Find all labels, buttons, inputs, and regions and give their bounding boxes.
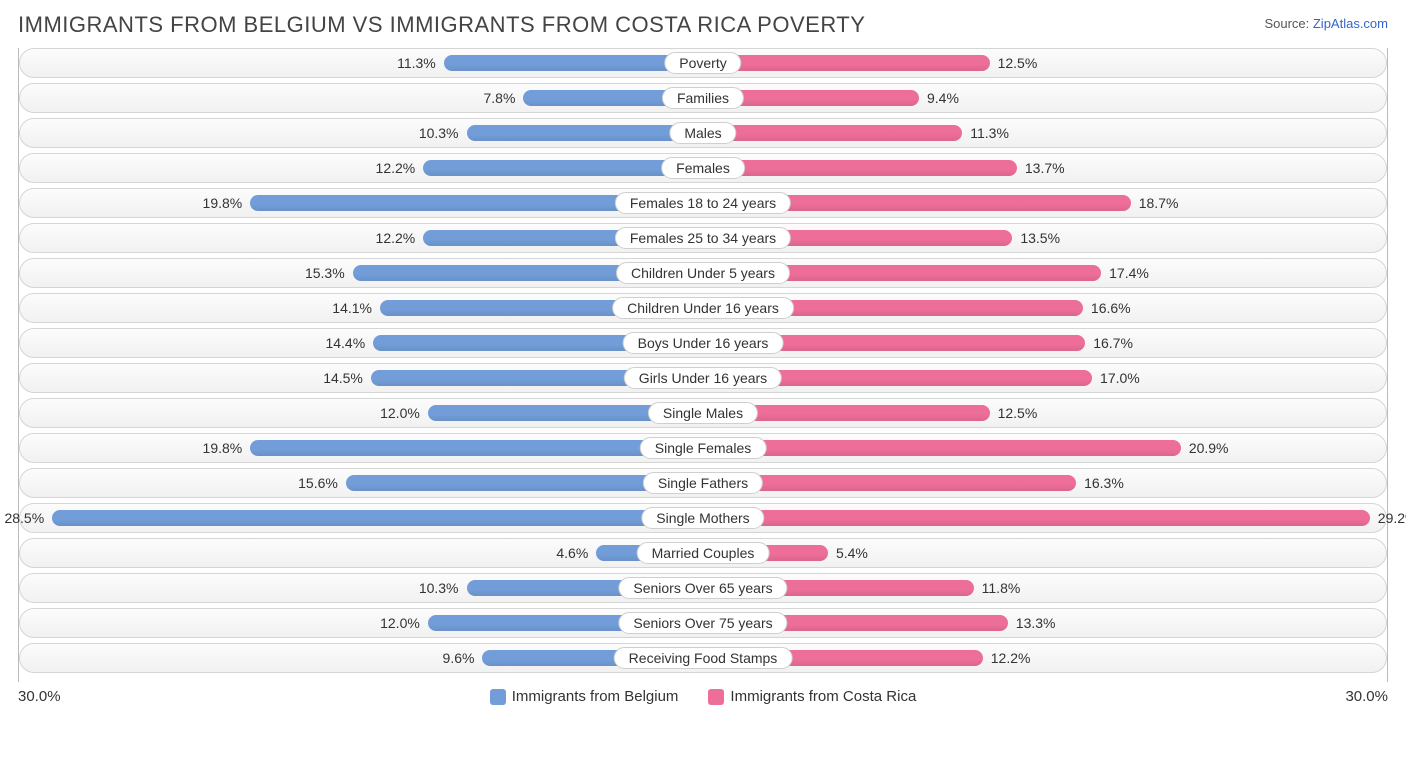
- value-label-left: 19.8%: [203, 440, 251, 456]
- category-label: Married Couples: [637, 542, 770, 564]
- category-label: Single Mothers: [641, 507, 764, 529]
- value-label-right: 12.5%: [990, 405, 1038, 421]
- value-label-left: 9.6%: [443, 650, 483, 666]
- value-label-left: 14.1%: [332, 300, 380, 316]
- value-label-right: 11.3%: [962, 125, 1009, 141]
- axis-max-right: 30.0%: [1328, 688, 1388, 705]
- legend-label-left: Immigrants from Belgium: [512, 688, 679, 705]
- source-attribution: Source: ZipAtlas.com: [1264, 16, 1388, 31]
- category-label: Seniors Over 75 years: [618, 612, 787, 634]
- chart-row: 11.3%12.5%Poverty: [19, 48, 1387, 78]
- value-label-right: 9.4%: [919, 90, 959, 106]
- chart-row: 19.8%20.9%Single Females: [19, 433, 1387, 463]
- chart-row: 10.3% 11.8% Seniors Over 65 years: [19, 573, 1387, 603]
- value-label-right: 11.8%: [974, 580, 1021, 596]
- chart-row: 12.2% 13.5% Females 25 to 34 years: [19, 223, 1387, 253]
- bar-right: 13.7%: [705, 160, 1017, 176]
- value-label-left: 7.8%: [484, 90, 524, 106]
- value-label-left: 10.3%: [419, 580, 467, 596]
- chart-row: 15.3% 17.4% Children Under 5 years: [19, 258, 1387, 288]
- value-label-right: 16.6%: [1083, 300, 1131, 316]
- chart-row: 14.5% 17.0% Girls Under 16 years: [19, 363, 1387, 393]
- category-label: Children Under 16 years: [612, 297, 794, 319]
- bar-left: 28.5%: [52, 510, 701, 526]
- category-label: Females 18 to 24 years: [615, 192, 791, 214]
- value-label-left: 19.8%: [203, 195, 251, 211]
- bar-left: 12.2%: [423, 160, 701, 176]
- value-label-left: 12.2%: [376, 160, 424, 176]
- value-label-left: 14.4%: [325, 335, 373, 351]
- bar-right: 29.2%: [705, 510, 1370, 526]
- category-label: Single Females: [640, 437, 767, 459]
- category-label: Single Fathers: [643, 472, 763, 494]
- bar-right: 12.5%: [705, 55, 990, 71]
- category-label: Receiving Food Stamps: [614, 647, 793, 669]
- category-label: Boys Under 16 years: [623, 332, 784, 354]
- axis-max-left: 30.0%: [18, 688, 78, 705]
- legend-label-right: Immigrants from Costa Rica: [730, 688, 916, 705]
- source-prefix: Source:: [1264, 16, 1312, 31]
- value-label-left: 15.3%: [305, 265, 353, 281]
- chart-row: 12.0% 13.3% Seniors Over 75 years: [19, 608, 1387, 638]
- value-label-left: 4.6%: [556, 545, 596, 561]
- legend: Immigrants from Belgium Immigrants from …: [78, 688, 1328, 705]
- value-label-right: 13.7%: [1017, 160, 1065, 176]
- value-label-left: 12.0%: [380, 405, 428, 421]
- value-label-right: 29.2%: [1370, 510, 1406, 526]
- bar-right: 20.9%: [705, 440, 1181, 456]
- category-label: Families: [662, 87, 744, 109]
- value-label-right: 13.3%: [1008, 615, 1056, 631]
- value-label-right: 16.3%: [1076, 475, 1124, 491]
- value-label-left: 15.6%: [298, 475, 346, 491]
- legend-swatch-left: [490, 689, 506, 705]
- chart-row: 4.6% 5.4% Married Couples: [19, 538, 1387, 568]
- value-label-right: 17.4%: [1101, 265, 1149, 281]
- value-label-right: 5.4%: [828, 545, 868, 561]
- category-label: Females: [661, 157, 745, 179]
- legend-swatch-right: [708, 689, 724, 705]
- category-label: Males: [669, 122, 736, 144]
- value-label-right: 12.5%: [990, 55, 1038, 71]
- chart-row: 10.3%11.3%Males: [19, 118, 1387, 148]
- value-label-right: 20.9%: [1181, 440, 1229, 456]
- chart-row: 9.6% 12.2% Receiving Food Stamps: [19, 643, 1387, 673]
- category-label: Seniors Over 65 years: [618, 577, 787, 599]
- bar-left: 19.8%: [250, 440, 701, 456]
- value-label-left: 28.5%: [4, 510, 52, 526]
- value-label-right: 16.7%: [1085, 335, 1133, 351]
- category-label: Children Under 5 years: [616, 262, 790, 284]
- source-link[interactable]: ZipAtlas.com: [1313, 16, 1388, 31]
- bar-left: 10.3%: [467, 125, 701, 141]
- category-label: Girls Under 16 years: [624, 367, 782, 389]
- chart-row: 14.4% 16.7% Boys Under 16 years: [19, 328, 1387, 358]
- value-label-right: 13.5%: [1012, 230, 1060, 246]
- chart-header: IMMIGRANTS FROM BELGIUM VS IMMIGRANTS FR…: [18, 12, 1388, 38]
- value-label-right: 18.7%: [1131, 195, 1179, 211]
- value-label-left: 11.3%: [397, 55, 444, 71]
- bar-right: 11.3%: [705, 125, 962, 141]
- category-label: Single Males: [648, 402, 758, 424]
- category-label: Poverty: [664, 52, 741, 74]
- bar-left: 11.3%: [444, 55, 701, 71]
- value-label-right: 12.2%: [983, 650, 1031, 666]
- chart-plot-area: 11.3%12.5%Poverty7.8%9.4%Families10.3%11…: [18, 48, 1388, 682]
- chart-row: 7.8% 9.4% Families: [19, 83, 1387, 113]
- chart-row: 19.8% 18.7% Females 18 to 24 years: [19, 188, 1387, 218]
- category-label: Females 25 to 34 years: [615, 227, 791, 249]
- chart-row: 14.1% 16.6% Children Under 16 years: [19, 293, 1387, 323]
- chart-footer: 30.0% Immigrants from Belgium Immigrants…: [18, 688, 1388, 705]
- value-label-left: 12.0%: [380, 615, 428, 631]
- chart-row: 12.2%13.7%Females: [19, 153, 1387, 183]
- chart-row: 12.0% 12.5% Single Males: [19, 398, 1387, 428]
- legend-item-right: Immigrants from Costa Rica: [708, 688, 916, 705]
- value-label-left: 10.3%: [419, 125, 467, 141]
- chart-row: 15.6% 16.3% Single Fathers: [19, 468, 1387, 498]
- value-label-left: 14.5%: [323, 370, 371, 386]
- chart-title: IMMIGRANTS FROM BELGIUM VS IMMIGRANTS FR…: [18, 12, 865, 38]
- legend-item-left: Immigrants from Belgium: [490, 688, 679, 705]
- value-label-left: 12.2%: [376, 230, 424, 246]
- chart-row: 28.5%29.2%Single Mothers: [19, 503, 1387, 533]
- value-label-right: 17.0%: [1092, 370, 1140, 386]
